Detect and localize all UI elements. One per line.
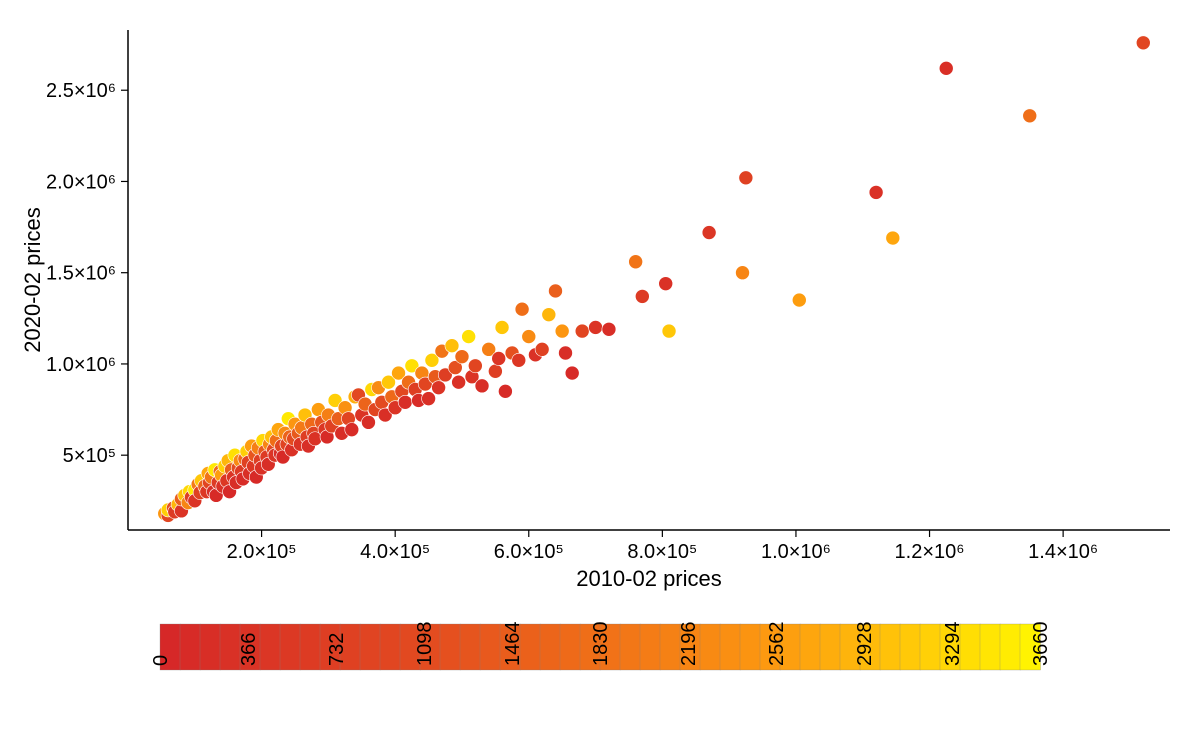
scatter-point <box>792 293 806 307</box>
colorbar-segment <box>880 624 901 670</box>
scatter-point <box>565 366 579 380</box>
scatter-point <box>345 423 359 437</box>
colorbar-segment <box>260 624 281 670</box>
scatter-point <box>455 350 469 364</box>
scatter-point <box>498 384 512 398</box>
x-tick-label: 2.0×10⁵ <box>227 541 297 563</box>
scatter-point <box>512 353 526 367</box>
colorbar-segment <box>1000 624 1021 670</box>
scatter-point <box>445 339 459 353</box>
colorbar-tick-label: 2196 <box>678 622 700 667</box>
colorbar-tick-label: 1098 <box>414 622 436 667</box>
colorbar-tick-label: 1464 <box>502 622 524 667</box>
scatter-point <box>939 61 953 75</box>
x-tick-label: 6.0×10⁵ <box>494 541 564 563</box>
scatter-point <box>589 320 603 334</box>
colorbar-tick-label: 2928 <box>854 622 876 667</box>
scatter-point <box>495 320 509 334</box>
colorbar-tick-label: 3660 <box>1030 622 1052 667</box>
scatter-point <box>548 284 562 298</box>
scatter-point <box>602 322 616 336</box>
x-tick-label: 1.0×10⁶ <box>761 541 831 563</box>
scatter-point <box>475 379 489 393</box>
y-axis-label: 2020-02 prices <box>20 207 45 353</box>
scatter-point <box>1136 36 1150 50</box>
scatter-point <box>736 266 750 280</box>
x-tick-label: 4.0×10⁵ <box>360 541 430 563</box>
scatter-point <box>535 342 549 356</box>
scatter-point <box>1023 109 1037 123</box>
y-tick-label: 1.0×10⁶ <box>46 354 116 376</box>
scatter-point <box>432 381 446 395</box>
scatter-point <box>398 395 412 409</box>
colorbar-segment <box>920 624 941 670</box>
y-tick-label: 1.5×10⁶ <box>46 263 116 285</box>
colorbar-segment <box>700 624 721 670</box>
colorbar-segment <box>640 624 661 670</box>
colorbar-segment <box>360 624 381 670</box>
scatter-point <box>468 359 482 373</box>
scatter-point <box>452 375 466 389</box>
colorbar-segment <box>800 624 821 670</box>
colorbar-segment <box>440 624 461 670</box>
y-tick-label: 5×10⁵ <box>63 445 116 467</box>
scatter-point <box>575 324 589 338</box>
colorbar-tick-label: 732 <box>326 633 348 666</box>
scatter-point <box>361 415 375 429</box>
scatter-point <box>559 346 573 360</box>
scatter-point <box>629 255 643 269</box>
colorbar-tick-label: 2562 <box>766 622 788 667</box>
colorbar-tick-label: 0 <box>150 655 172 666</box>
scatter-point <box>492 351 506 365</box>
colorbar-segment <box>480 624 501 670</box>
scatter-point <box>869 185 883 199</box>
scatter-point <box>702 226 716 240</box>
scatter-point <box>422 392 436 406</box>
colorbar-segment <box>740 624 761 670</box>
colorbar-segment <box>380 624 401 670</box>
scatter-point <box>488 364 502 378</box>
colorbar-segment <box>720 624 741 670</box>
scatter-point <box>462 330 476 344</box>
colorbar-segment <box>560 624 581 670</box>
colorbar-tick-label: 366 <box>238 633 260 666</box>
colorbar-segment <box>200 624 221 670</box>
colorbar-tick-label: 1830 <box>590 622 612 667</box>
colorbar-segment <box>540 624 561 670</box>
x-axis-label: 2010-02 prices <box>576 566 722 591</box>
colorbar-segment <box>620 624 641 670</box>
colorbar-segment <box>180 624 201 670</box>
colorbar-segment <box>300 624 321 670</box>
scatter-point <box>659 277 673 291</box>
scatter-point <box>635 289 649 303</box>
x-tick-label: 8.0×10⁵ <box>627 541 697 563</box>
scatter-point <box>542 308 556 322</box>
colorbar-segment <box>980 624 1001 670</box>
scatter-point <box>522 330 536 344</box>
y-tick-label: 2.5×10⁶ <box>46 80 116 102</box>
colorbar-tick-label: 3294 <box>942 622 964 667</box>
x-tick-label: 1.4×10⁶ <box>1028 541 1098 563</box>
scatter-point <box>886 231 900 245</box>
colorbar-segment <box>820 624 841 670</box>
scatter-point <box>515 302 529 316</box>
colorbar: 0 366 732 1098 1464 1830 2196 2562 2928 3294 3660 <box>150 622 1052 671</box>
y-tick-label: 2.0×10⁶ <box>46 171 116 193</box>
scatter-chart: 2.0×10⁵ 4.0×10⁵ 6.0×10⁵ 8.0×10⁵ 1.0×10⁶ 1.2×1… <box>0 0 1200 733</box>
colorbar-segment <box>280 624 301 670</box>
x-tick-label: 1.2×10⁶ <box>895 541 965 563</box>
scatter-point <box>739 171 753 185</box>
scatter-point <box>662 324 676 338</box>
scatter-point <box>555 324 569 338</box>
colorbar-segment <box>900 624 921 670</box>
colorbar-segment <box>460 624 481 670</box>
